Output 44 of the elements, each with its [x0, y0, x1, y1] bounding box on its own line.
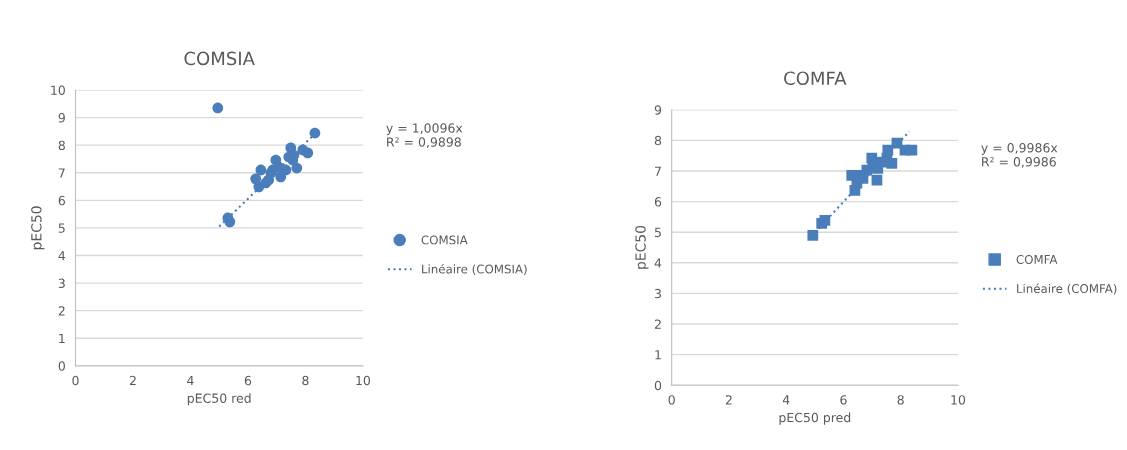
x-tick-label: 8: [302, 375, 309, 386]
y-tick-label: 8: [58, 140, 65, 151]
y-tick-label: 2: [58, 306, 65, 316]
x-tick-label: 6: [840, 395, 847, 405]
y-tick-label: 5: [58, 223, 65, 233]
legend-label: COMSIA: [421, 235, 468, 245]
x-tick-label: 2: [129, 375, 136, 386]
legend-label: Linéaire (COMFA): [1017, 283, 1117, 295]
chart-title: COMSIA: [184, 51, 255, 66]
x-tick-label: 10: [951, 395, 966, 405]
y-tick-label: 3: [654, 288, 661, 299]
y-tick-label: 0: [58, 361, 65, 371]
text: y = 0,9986x R² = 0,9986: [981, 143, 1058, 168]
x-axis-title: pEC50 red: [187, 393, 251, 406]
y-tick-label: 1: [655, 350, 661, 360]
y-tick-label: 6: [58, 195, 65, 206]
legend-label: Linéaire (COMSIA): [422, 263, 527, 275]
y-tick-label: 3: [58, 278, 65, 289]
x-axis-title: pEC50 pred: [779, 412, 851, 425]
y-axis-title: pEC50: [31, 206, 45, 250]
y-tick-label: 2: [654, 319, 661, 329]
x-tick-label: 2: [725, 395, 732, 405]
y-tick-label: 8: [654, 135, 662, 146]
x-tick-label: 4: [187, 375, 194, 386]
x-tick-label: 0: [72, 375, 79, 386]
x-tick-label: 6: [244, 375, 252, 386]
y-tick-label: 10: [51, 85, 65, 95]
y-tick-label: 6: [654, 197, 662, 207]
chart-title: COMFA: [784, 71, 847, 86]
y-tick-label: 7: [58, 168, 65, 178]
y-tick-label: 4: [654, 258, 662, 268]
x-tick-label: 10: [356, 375, 371, 386]
y-tick-label: 5: [654, 227, 661, 238]
y-tick-label: 1: [59, 333, 65, 344]
x-tick-label: 8: [897, 395, 904, 405]
y-tick-label: 7: [655, 166, 661, 176]
y-tick-label: 9: [654, 105, 662, 115]
x-tick-label: 4: [782, 395, 790, 405]
y-axis-title: pEC50: [635, 225, 649, 269]
y-tick-label: 4: [58, 251, 66, 261]
legend-label: COMFA: [1016, 254, 1058, 264]
text: y = 1,0096x R² = 0,9898: [386, 123, 463, 149]
y-tick-label: 9: [58, 113, 65, 123]
x-tick-label: 0: [668, 395, 675, 405]
